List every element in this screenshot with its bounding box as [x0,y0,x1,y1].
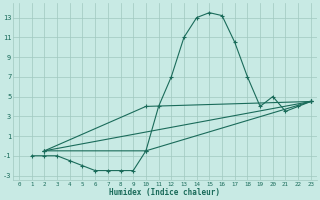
X-axis label: Humidex (Indice chaleur): Humidex (Indice chaleur) [109,188,220,197]
